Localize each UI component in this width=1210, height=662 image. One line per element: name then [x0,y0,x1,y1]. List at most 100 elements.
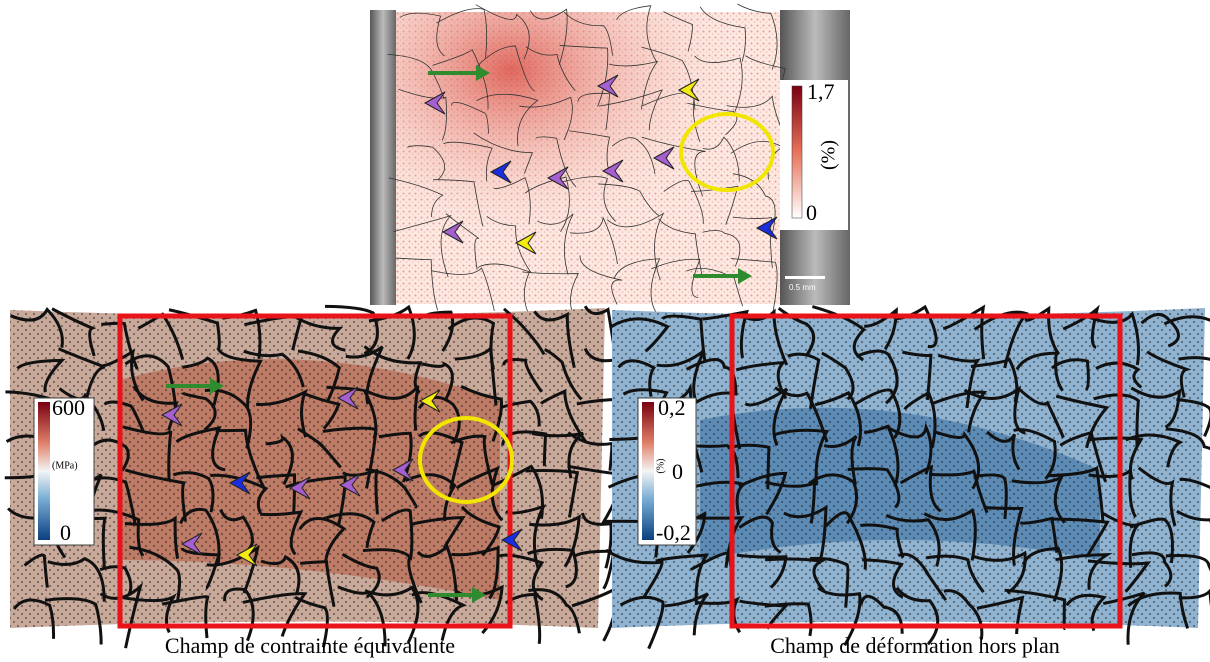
colorbar [642,402,654,540]
grain-boundary [297,427,342,469]
grain-boundary [476,93,539,147]
caption: Champ de déformation hors plan [770,633,1060,658]
side-strip [370,10,396,305]
grain-boundary [365,468,418,509]
grain-boundary [860,523,905,559]
grain-boundary [1165,554,1210,572]
grain-boundary [477,263,532,320]
grain-boundary [824,511,867,570]
grain-boundary [685,443,740,479]
arrowhead-marker [338,473,361,497]
arrowhead-marker [601,159,624,183]
grain-boundary [524,176,570,232]
grain-boundary [421,361,454,401]
grain-boundary [1131,551,1173,588]
grain-boundary [260,510,304,556]
grain-boundary [294,595,329,648]
grain-boundary [12,598,56,639]
grain-boundary [686,267,744,307]
grain-boundary [855,349,899,405]
grain-boundary [932,390,988,433]
grain-boundary [897,552,948,602]
grain-boundary [765,557,827,592]
grain-boundary [651,258,701,298]
grain-boundary [1062,304,1100,349]
grain-boundary [243,349,305,388]
grain-boundary [702,136,740,181]
arrowhead-marker [489,160,512,184]
grain-boundary [983,505,1024,566]
grain-boundary [341,553,381,599]
grain-boundary [986,430,1021,471]
grain-boundary [364,585,420,644]
grain-boundary [1065,593,1107,632]
grain-boundary [219,508,254,555]
grain-boundary [1055,553,1113,590]
grain-boundary [168,308,221,350]
scale-label: 0.5 mm [789,283,816,292]
grain-boundary [364,385,420,431]
grain-boundary [215,428,266,490]
grain-boundary [297,349,341,401]
scale-bar [785,276,825,279]
grain-boundary [616,5,657,62]
grain-boundary [502,357,543,393]
caption: Champ de contrainte équivalente [165,633,455,658]
grain-boundary [326,385,378,439]
grain-boundary [1179,477,1210,523]
grain-boundary [563,11,613,56]
grain-boundary [691,516,745,568]
grain-boundary [663,179,704,224]
grain-boundary [493,177,531,225]
grain-boundary [179,507,221,566]
grain-boundary [606,212,665,281]
grain-boundary [433,179,484,227]
colorbar-label: 0,2 [658,395,686,420]
colorbar-unit: (MPa) [52,460,78,471]
grain-boundary [9,306,64,348]
grain-boundary [260,554,301,594]
grain-boundary [324,304,379,355]
region-box [729,313,1123,629]
grain-boundary [808,473,859,525]
grain-boundary [772,428,830,486]
arrowhead-marker [546,166,569,190]
grain-boundary [443,141,493,182]
arrowhead-marker [677,78,700,102]
grain-boundary [451,101,489,134]
grain-boundary [702,230,741,267]
colorbar-label: 0 [806,200,817,225]
grain-boundary [814,390,862,447]
grain-boundary [99,582,144,649]
arrowhead-marker [180,532,203,556]
grain-boundary [410,516,466,549]
colorbar-label: 1,7 [807,79,835,104]
grain-boundary [783,504,828,565]
grain-boundary [1127,591,1190,629]
grain-boundary [395,257,439,311]
grain-boundary [124,468,187,522]
grain-boundary [499,399,541,427]
grain-boundary [570,216,618,265]
grain-boundary [537,213,574,275]
grain-boundary [407,145,445,181]
grain-boundary [1024,305,1061,356]
grain-boundary [256,473,297,513]
arrowhead-marker [160,403,183,427]
grain-boundary [658,218,703,275]
grain-boundary [398,88,447,141]
grain-boundary [902,350,933,401]
grain-boundary [923,507,977,561]
grain-boundary [460,385,504,442]
grain-boundary [617,359,656,397]
grain-boundary [90,476,137,526]
grain-boundary [942,304,986,360]
grain-boundary [322,512,376,548]
grain-boundary [974,473,1008,520]
grain-boundary [1137,466,1177,527]
colorbar-unit: (%) [655,459,666,474]
colorbar-box [780,80,848,230]
grain-boundary [735,360,788,400]
grain-boundary [304,392,341,430]
grain-boundary [535,136,577,188]
